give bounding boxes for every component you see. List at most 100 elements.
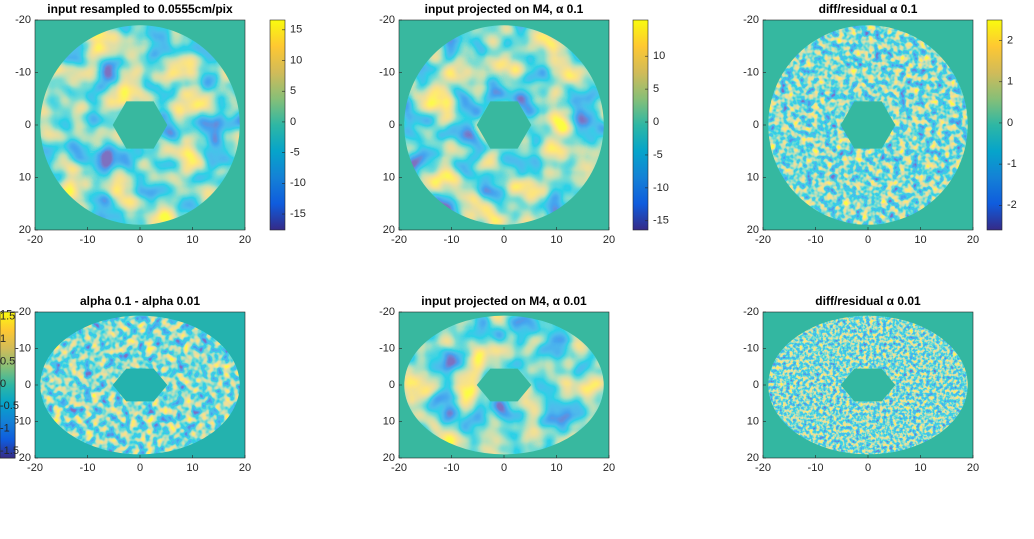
colorbar-tick-label: 0 [0,378,6,390]
x-tick-label: 0 [501,462,507,474]
x-tick-label: -10 [808,462,824,474]
y-tick-label: 0 [389,379,395,391]
y-tick-label: 10 [747,171,759,183]
image-texture [763,20,973,230]
y-tick-label: -20 [379,14,395,26]
colorbar-tick-label: -1.5 [0,445,19,457]
x-tick-label: 0 [501,234,507,246]
x-tick-label: 20 [603,462,615,474]
colorbar-tick-label: 5 [653,83,659,95]
colorbar-tick-label: 2 [1007,34,1013,46]
y-tick-label: 10 [747,415,759,427]
y-tick-label: 20 [383,452,395,464]
chart-title: input projected on M4, α 0.1 [425,2,584,16]
colorbar-tick-label: 1 [1007,76,1013,88]
y-tick-label: 0 [389,119,395,131]
y-tick-label: -20 [15,14,31,26]
x-tick-label: 0 [137,234,143,246]
colorbar-tick-label: -5 [290,147,300,159]
image-texture [35,20,245,230]
colorbar-tick-label: -10 [290,177,306,189]
y-tick-label: 20 [383,224,395,236]
image-texture [35,312,245,458]
colorbar-tick-label: 0 [1007,117,1013,129]
colorbar-tick-label: 0 [290,116,296,128]
x-tick-label: -10 [80,234,96,246]
colorbar-tick-label: 10 [290,54,302,66]
x-tick-label: -20 [27,462,43,474]
y-tick-label: -10 [379,66,395,78]
x-tick-label: -10 [80,462,96,474]
y-tick-label: -10 [15,342,31,354]
x-tick-label: 20 [239,462,251,474]
y-tick-label: -10 [743,66,759,78]
x-tick-label: 0 [865,234,871,246]
y-tick-label: -10 [743,342,759,354]
colorbar-tick-label: 0.5 [0,355,15,367]
x-tick-label: 20 [603,234,615,246]
y-tick-label: -20 [15,306,31,318]
chart-title: diff/residual α 0.1 [819,2,918,16]
colorbar-tick-label: 15 [290,24,302,36]
colorbar [986,19,1003,231]
y-tick-label: 0 [25,119,31,131]
x-tick-label: -10 [444,462,460,474]
x-tick-label: 0 [137,462,143,474]
x-tick-label: 10 [186,234,198,246]
image-texture [399,312,609,458]
colorbar-tick-label: -1 [1007,158,1017,170]
colorbar-tick-label: -2 [1007,199,1017,211]
colorbar [269,19,286,231]
y-tick-label: -20 [743,306,759,318]
colorbar-tick-label: 10 [653,50,665,62]
x-tick-label: -10 [808,234,824,246]
x-tick-label: -10 [444,234,460,246]
colorbar-tick-label: 5 [290,85,296,97]
y-tick-label: -20 [379,306,395,318]
colorbar [0,311,16,459]
x-tick-label: 10 [550,462,562,474]
y-tick-label: 20 [747,452,759,464]
chart-title: alpha 0.1 - alpha 0.01 [80,294,200,308]
x-tick-label: 20 [967,462,979,474]
y-tick-label: 20 [19,224,31,236]
colorbar-tick-label: -1 [0,423,10,435]
y-tick-label: -10 [379,342,395,354]
y-tick-label: -10 [15,66,31,78]
x-tick-label: -20 [755,234,771,246]
y-tick-label: 10 [383,171,395,183]
colorbar-tick-label: -15 [290,208,306,220]
colorbar [632,19,649,231]
chart-title: diff/residual α 0.01 [815,294,921,308]
chart-title: input resampled to 0.0555cm/pix [47,2,233,16]
x-tick-label: -20 [391,462,407,474]
y-tick-label: 20 [19,452,31,464]
y-tick-label: 0 [25,379,31,391]
colorbar-tick-label: -5 [653,149,663,161]
y-tick-label: 0 [753,379,759,391]
image-texture [763,312,973,458]
x-tick-label: 10 [550,234,562,246]
colorbar-tick-label: 1.5 [0,310,15,322]
colorbar-tick-label: 1 [0,333,6,345]
colorbar-tick-label: -0.5 [0,400,19,412]
x-tick-label: -20 [755,462,771,474]
y-tick-label: 0 [753,119,759,131]
colorbar-tick-label: -15 [653,215,669,227]
y-tick-label: -20 [743,14,759,26]
y-tick-label: 20 [747,224,759,236]
y-tick-label: 10 [19,171,31,183]
x-tick-label: 10 [186,462,198,474]
x-tick-label: 10 [914,234,926,246]
image-texture [399,20,609,230]
x-tick-label: 20 [967,234,979,246]
x-tick-label: 20 [239,234,251,246]
x-tick-label: -20 [391,234,407,246]
colorbar-tick-label: 0 [653,116,659,128]
